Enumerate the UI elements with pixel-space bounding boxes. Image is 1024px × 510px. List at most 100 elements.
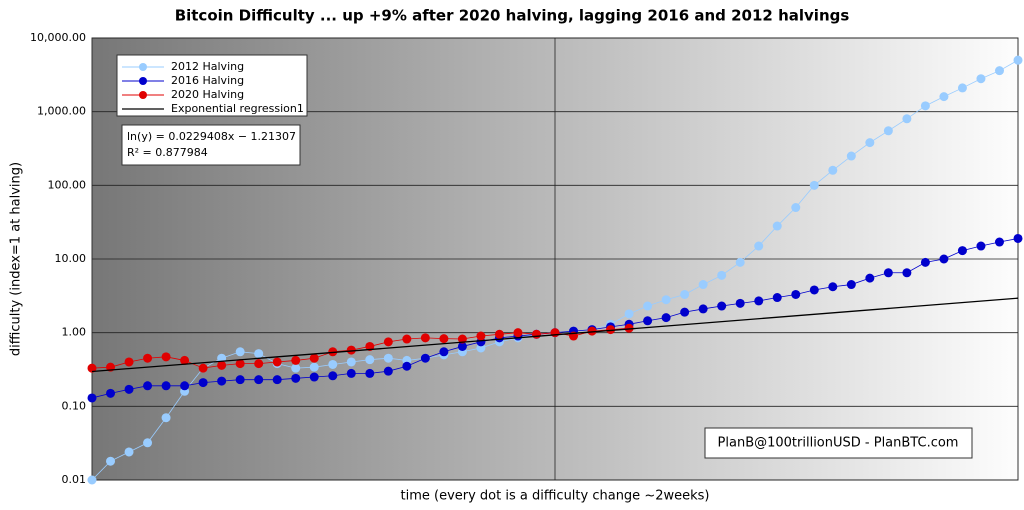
- point: [624, 309, 634, 319]
- point: [846, 280, 856, 290]
- point: [883, 126, 893, 136]
- point: [383, 353, 393, 363]
- point: [328, 371, 338, 381]
- point: [476, 331, 486, 341]
- point: [513, 328, 523, 338]
- point: [291, 373, 301, 383]
- point: [902, 268, 912, 278]
- y-axis-label: difficulty (index=1 at halving): [9, 162, 24, 356]
- point: [365, 368, 375, 378]
- point: [106, 388, 116, 398]
- y-tick-label: 10,000.00: [30, 31, 86, 44]
- point: [698, 280, 708, 290]
- point: [494, 329, 504, 339]
- point: [883, 268, 893, 278]
- point: [1013, 55, 1023, 65]
- marks: [87, 55, 1023, 485]
- point: [994, 237, 1004, 247]
- point: [957, 83, 967, 93]
- point: [957, 246, 967, 256]
- point: [346, 368, 356, 378]
- point: [143, 353, 153, 363]
- y-tick-label: 10.00: [55, 252, 87, 265]
- point: [624, 323, 634, 333]
- point: [439, 334, 449, 344]
- point: [791, 203, 801, 213]
- point: [383, 366, 393, 376]
- point: [661, 295, 671, 305]
- point: [754, 296, 764, 306]
- watermark: PlanB@100trillionUSD - PlanBTC.com: [718, 436, 959, 451]
- point: [272, 375, 282, 385]
- point: [809, 285, 819, 295]
- point: [698, 304, 708, 314]
- regression-r2: R² = 0.877984: [127, 146, 208, 159]
- point: [846, 151, 856, 161]
- point: [365, 355, 375, 365]
- point: [309, 362, 319, 372]
- point: [217, 360, 227, 370]
- point: [143, 381, 153, 391]
- point: [161, 413, 171, 423]
- point: [587, 326, 597, 336]
- point: [124, 357, 134, 367]
- point: [346, 345, 356, 355]
- point: [217, 376, 227, 386]
- point: [735, 257, 745, 267]
- legend-marker: [139, 77, 147, 85]
- point: [865, 273, 875, 283]
- legend-label: 2020 Halving: [171, 88, 244, 101]
- point: [828, 165, 838, 175]
- point: [457, 341, 467, 351]
- y-tick-label: 1,000.00: [37, 105, 86, 118]
- point: [809, 180, 819, 190]
- y-tick-label: 1.00: [62, 326, 87, 339]
- regression-box: ln(y) = 0.0229408x − 1.21307 R² = 0.8779…: [121, 124, 301, 166]
- legend-marker: [139, 91, 147, 99]
- y-tick-label: 0.01: [62, 473, 87, 486]
- legend-marker: [139, 63, 147, 71]
- point: [198, 378, 208, 388]
- point: [328, 359, 338, 369]
- point: [606, 325, 616, 335]
- legend-label: 2016 Halving: [171, 74, 244, 87]
- point: [643, 301, 653, 311]
- point: [994, 66, 1004, 76]
- point: [865, 138, 875, 148]
- point: [976, 74, 986, 84]
- point: [106, 456, 116, 466]
- point: [291, 363, 301, 373]
- point: [254, 375, 264, 385]
- regression-equation: ln(y) = 0.0229408x − 1.21307: [127, 130, 296, 143]
- point: [550, 328, 560, 338]
- point: [254, 359, 264, 369]
- legend-label: 2012 Halving: [171, 60, 244, 73]
- point: [161, 352, 171, 362]
- point: [939, 254, 949, 264]
- point: [643, 316, 653, 326]
- regression-line: [91, 297, 1019, 373]
- point: [235, 359, 245, 369]
- point: [717, 270, 727, 280]
- point: [254, 349, 264, 359]
- point: [680, 307, 690, 317]
- point: [772, 221, 782, 231]
- point: [272, 357, 282, 367]
- point: [680, 289, 690, 299]
- point: [198, 363, 208, 373]
- point: [920, 101, 930, 111]
- point: [309, 372, 319, 382]
- point: [772, 293, 782, 303]
- point: [180, 355, 190, 365]
- point: [439, 347, 449, 357]
- point: [124, 447, 134, 457]
- point: [1013, 233, 1023, 243]
- point: [402, 334, 412, 344]
- point: [902, 114, 912, 124]
- y-tick-label: 0.10: [62, 399, 87, 412]
- point: [87, 393, 97, 403]
- chart-title: Bitcoin Difficulty ... up +9% after 2020…: [175, 7, 850, 25]
- point: [235, 375, 245, 385]
